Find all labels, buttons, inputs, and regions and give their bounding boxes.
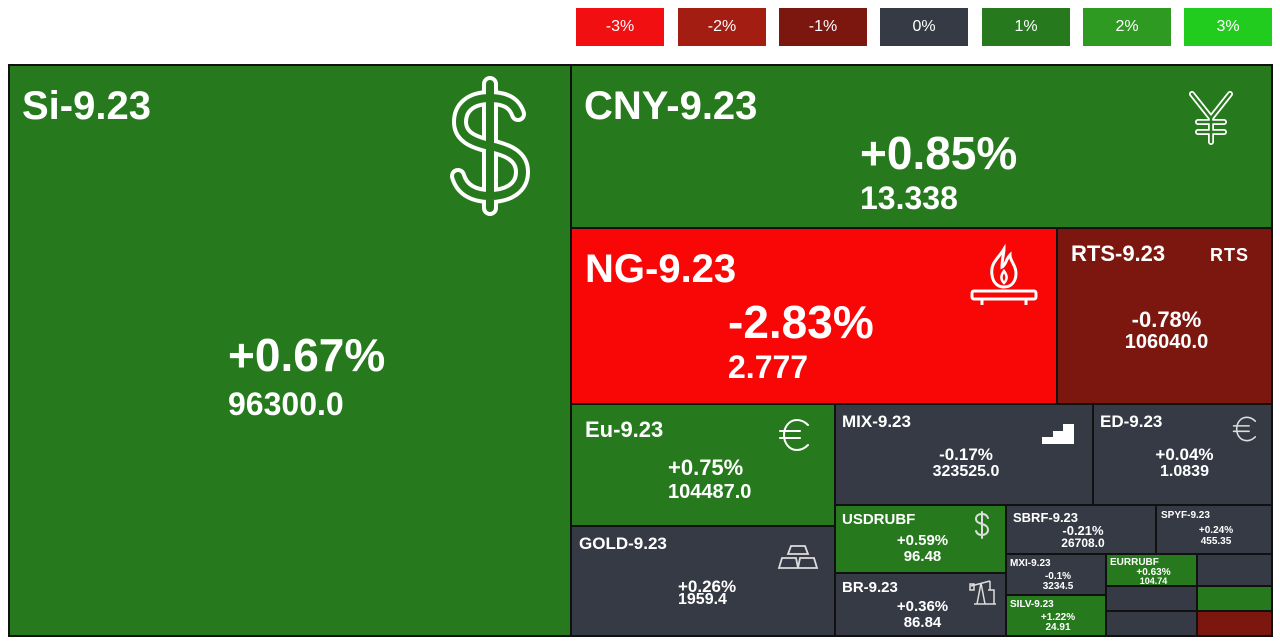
tile-price: 96300.0 bbox=[228, 386, 344, 422]
tile-br[interactable]: BR-9.23 +0.36% 86.84 bbox=[834, 572, 1007, 637]
legend-item-neg2[interactable]: -2% bbox=[678, 8, 766, 46]
tile-mix[interactable]: MIX-9.23 -0.17% 323525.0 bbox=[834, 403, 1094, 506]
tile-change: +0.36% bbox=[896, 598, 949, 615]
tile-price: 86.84 bbox=[903, 614, 942, 631]
tile-change: -2.83% bbox=[728, 296, 874, 348]
yen-icon bbox=[1186, 90, 1236, 151]
tile-price: 104.74 bbox=[1139, 576, 1168, 586]
tile-ticker: RTS-9.23 bbox=[1071, 241, 1166, 266]
tile-ticker: USDRUBF bbox=[842, 511, 916, 528]
tile-change: +0.26% bbox=[678, 577, 737, 596]
tile-sbrf[interactable]: SBRF-9.23 -0.21% 26708.0 bbox=[1005, 504, 1157, 555]
tile-change: +0.04% bbox=[1155, 445, 1214, 464]
tile-spyf[interactable]: SPYF-9.23 +0.24% 455.35 bbox=[1155, 504, 1273, 555]
tile-eu[interactable]: Eu-9.23 +0.75% 104487.0 bbox=[570, 403, 836, 527]
tile-ticker: EURRUBF bbox=[1110, 557, 1159, 568]
oil-pump-icon bbox=[968, 578, 998, 611]
tile-ticker: BR-9.23 bbox=[842, 579, 898, 596]
tile-usdrubf[interactable]: USDRUBF +0.59% 96.48 bbox=[834, 504, 1007, 574]
tile-si[interactable]: Si-9.23 +0.67% 96300.0 bbox=[8, 64, 572, 637]
tile-change: -0.21% bbox=[1062, 523, 1104, 538]
legend-item-neg3[interactable]: -3% bbox=[576, 8, 664, 46]
tile-price: 26708.0 bbox=[1061, 536, 1105, 550]
legend-item-neg1[interactable]: -1% bbox=[779, 8, 867, 46]
tile-change: +0.75% bbox=[668, 455, 744, 480]
tile-small[interactable] bbox=[1105, 610, 1198, 637]
tile-eurrubf[interactable]: EURRUBF +0.63% 104.74 bbox=[1105, 553, 1198, 587]
legend-item-pos3[interactable]: 3% bbox=[1184, 8, 1272, 46]
heatmap-treemap: Si-9.23 +0.67% 96300.0 CNY-9.23 +0.85% 1… bbox=[8, 64, 1273, 637]
tile-price: 13.338 bbox=[860, 180, 958, 216]
tile-change: +0.24% bbox=[1198, 525, 1234, 536]
tile-ticker: SILV-9.23 bbox=[1010, 599, 1054, 610]
tile-ticker: SBRF-9.23 bbox=[1013, 510, 1079, 525]
gold-bars-icon bbox=[777, 543, 819, 576]
tile-change: +0.67% bbox=[228, 329, 386, 381]
tile-price: 2.777 bbox=[728, 349, 809, 385]
tile-rts[interactable]: RTS-9.23 RTS -0.78% 106040.0 bbox=[1056, 227, 1273, 405]
gas-flame-icon bbox=[968, 243, 1040, 314]
tile-price: 323525.0 bbox=[932, 463, 1000, 480]
tile-change: -0.1% bbox=[1044, 571, 1072, 582]
tile-change: -0.17% bbox=[939, 445, 993, 464]
tile-ticker: SPYF-9.23 bbox=[1161, 510, 1210, 521]
tile-price: 24.91 bbox=[1045, 622, 1071, 633]
legend-item-pos2[interactable]: 2% bbox=[1083, 8, 1171, 46]
tile-ticker: MIX-9.23 bbox=[842, 412, 911, 431]
dollar-icon bbox=[430, 76, 550, 221]
tile-gold[interactable]: GOLD-9.23 +0.26% 1959.4 bbox=[570, 525, 836, 637]
tile-ticker: ED-9.23 bbox=[1100, 412, 1163, 431]
rts-logo-icon: RTS bbox=[1210, 245, 1249, 265]
tile-change: +0.63% bbox=[1136, 567, 1171, 578]
legend-item-pos1[interactable]: 1% bbox=[982, 8, 1070, 46]
tile-price: 96.48 bbox=[903, 548, 942, 565]
tile-cny[interactable]: CNY-9.23 +0.85% 13.338 bbox=[570, 64, 1273, 229]
tile-change: +0.59% bbox=[896, 532, 949, 549]
tile-price: 106040.0 bbox=[1124, 331, 1209, 353]
tile-price: 1.0839 bbox=[1160, 463, 1209, 480]
tile-ed[interactable]: ED-9.23 +0.04% 1.0839 bbox=[1092, 403, 1273, 506]
dollar-icon bbox=[972, 510, 992, 545]
euro-icon bbox=[778, 417, 814, 458]
tile-mxi[interactable]: MXI-9.23 -0.1% 3234.5 bbox=[1005, 553, 1107, 596]
tile-ticker: NG-9.23 bbox=[585, 247, 737, 291]
tile-price: 104487.0 bbox=[668, 481, 752, 503]
tile-ticker: CNY-9.23 bbox=[584, 84, 758, 128]
tile-change: -0.78% bbox=[1131, 307, 1202, 332]
euro-icon bbox=[1232, 415, 1260, 448]
tile-change: +0.85% bbox=[860, 127, 1018, 179]
tile-small[interactable] bbox=[1105, 585, 1198, 612]
tile-small[interactable] bbox=[1196, 610, 1273, 637]
tile-ng[interactable]: NG-9.23 -2.83% 2.777 bbox=[570, 227, 1058, 405]
legend-item-zero[interactable]: 0% bbox=[880, 8, 968, 46]
bar-steps-icon bbox=[1041, 423, 1075, 450]
tile-small[interactable] bbox=[1196, 553, 1273, 587]
tile-silv[interactable]: SILV-9.23 +1.22% 24.91 bbox=[1005, 594, 1107, 637]
tile-change: +1.22% bbox=[1040, 612, 1076, 623]
tile-small[interactable] bbox=[1196, 585, 1273, 612]
tile-ticker: Eu-9.23 bbox=[585, 417, 664, 442]
tile-ticker: MXI-9.23 bbox=[1010, 558, 1051, 569]
tile-ticker: GOLD-9.23 bbox=[579, 534, 667, 553]
tile-ticker: Si-9.23 bbox=[22, 84, 151, 128]
tile-price: 455.35 bbox=[1200, 536, 1232, 547]
tile-price: 3234.5 bbox=[1042, 581, 1074, 592]
tile-price: 1959.4 bbox=[678, 591, 727, 608]
